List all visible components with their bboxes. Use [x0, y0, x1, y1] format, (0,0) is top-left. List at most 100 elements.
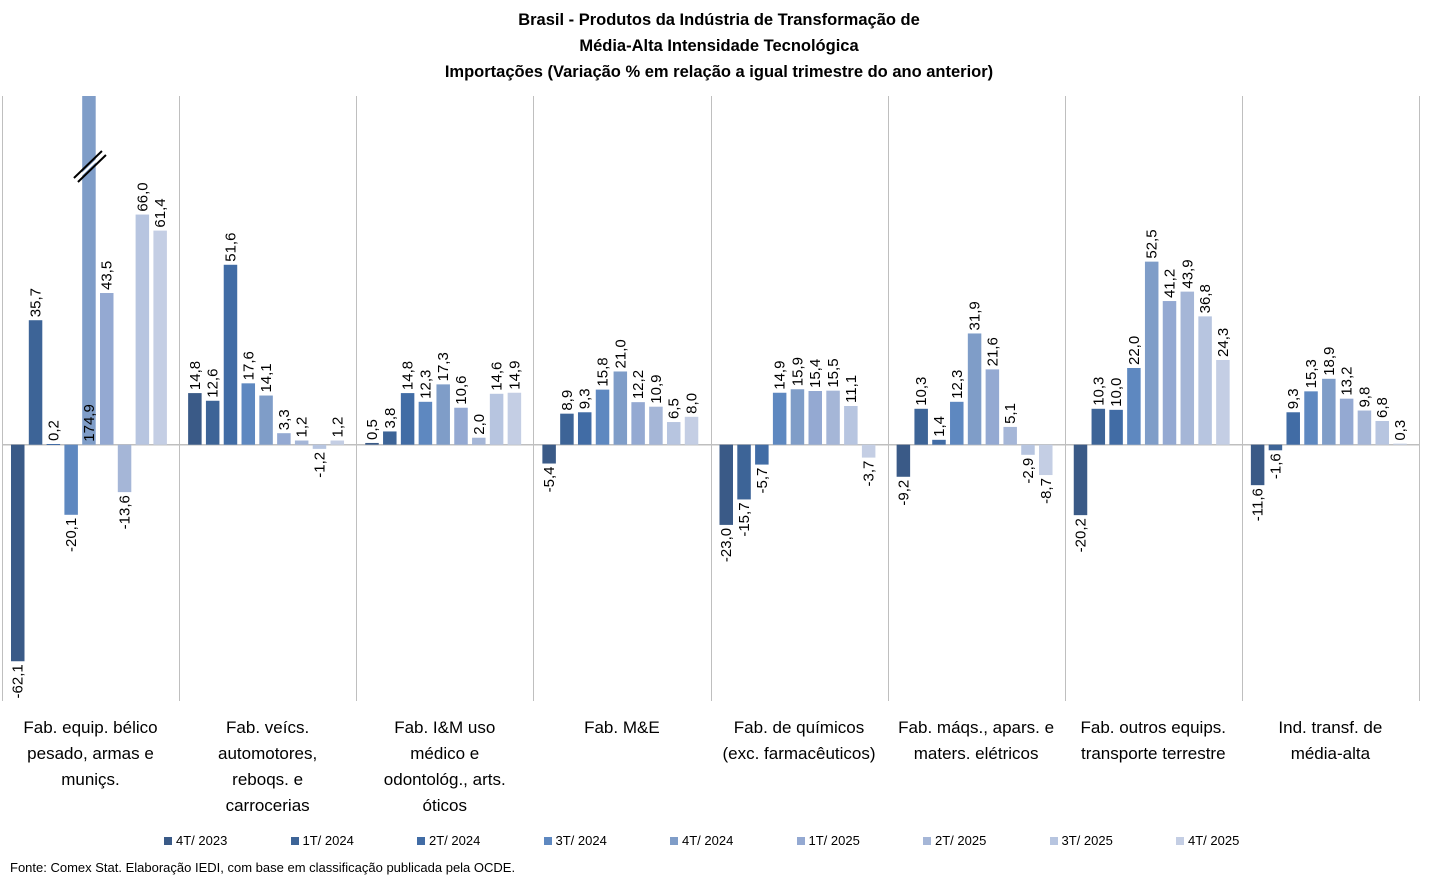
data-label: -20,2	[1073, 518, 1090, 552]
bar	[560, 413, 574, 445]
data-label: 17,6	[240, 351, 257, 380]
data-label: 9,8	[1356, 387, 1373, 408]
axis-break-gap	[75, 152, 105, 181]
legend-swatch	[670, 836, 678, 845]
bar	[507, 392, 522, 445]
data-label: -9,2	[895, 480, 912, 506]
bar	[649, 406, 663, 445]
bar	[1357, 410, 1372, 445]
legend-label: 1T/ 2025	[808, 833, 860, 848]
legend-item: 4T/ 2023	[164, 833, 227, 848]
data-label: 9,3	[577, 388, 594, 409]
category-label-line: Fab. M&E	[584, 718, 660, 737]
data-label: 18,9	[1321, 347, 1338, 376]
legend-item: 2T/ 2025	[923, 833, 986, 848]
data-label: 14,9	[506, 361, 523, 390]
axis-break-mark	[73, 150, 103, 179]
legend-label: 4T/ 2025	[1188, 833, 1240, 848]
legend-swatch	[290, 836, 299, 845]
bar	[666, 422, 681, 445]
data-label: 36,8	[1197, 284, 1214, 313]
legend-swatch	[164, 836, 172, 845]
legend-label: 3T/ 2025	[1061, 833, 1113, 848]
bar	[772, 392, 787, 445]
data-label: 11,1	[843, 375, 860, 403]
category-label: Fab. veícs. automotores, reboqs. e carrocer…	[179, 715, 356, 819]
legend-swatch	[923, 836, 931, 845]
data-label: 15,4	[807, 359, 824, 388]
bar	[472, 437, 486, 445]
bar	[577, 412, 592, 445]
axis-break-mark	[77, 154, 107, 183]
category-label-line: automotores,	[218, 744, 318, 763]
data-label: -5,4	[541, 467, 558, 493]
category-label-line: médico e	[410, 744, 480, 763]
bar	[277, 433, 291, 445]
category-label-line: média-alta	[1290, 744, 1371, 763]
data-label: 13,2	[1339, 366, 1356, 395]
data-label: -20,1	[63, 518, 80, 552]
category-label: Ind. transf. de média-alta	[1242, 715, 1419, 767]
bar	[1003, 426, 1017, 445]
data-label: -11,6	[1250, 488, 1267, 521]
data-label: 0,3	[1392, 420, 1409, 441]
bar	[631, 402, 645, 445]
data-label: 43,9	[1179, 259, 1196, 288]
data-label: 5,1	[1002, 403, 1019, 424]
bar	[950, 401, 964, 445]
legend-label: 4T/ 2023	[176, 833, 228, 848]
bar	[1250, 444, 1265, 486]
legend-label: 1T/ 2024	[302, 833, 354, 848]
bar	[1162, 301, 1177, 445]
bar	[294, 440, 309, 445]
category-label-line: Fab. equip. bélico	[23, 718, 158, 737]
legend-swatch	[1176, 836, 1184, 845]
data-label: 0,5	[364, 419, 381, 440]
data-label: 52,5	[1144, 229, 1161, 258]
legend-swatch	[1049, 836, 1058, 845]
bar	[11, 444, 25, 662]
chart-title-line-1: Brasil - Produtos da Indústria de Transf…	[518, 11, 920, 29]
bar	[967, 333, 982, 445]
data-label: 31,9	[967, 301, 984, 330]
data-label: 1,2	[329, 417, 346, 438]
legend-item: 1T/ 2024	[290, 833, 354, 848]
data-label: 0,2	[45, 420, 62, 441]
data-label: 3,3	[276, 409, 293, 430]
source-note: Fonte: Comex Stat. Elaboração IEDI, com …	[10, 860, 516, 875]
data-label: 10,9	[648, 374, 665, 403]
category-label-line: muniçs.	[61, 770, 120, 789]
category-label-line: óticos	[422, 796, 467, 815]
data-label: -8,7	[1038, 478, 1055, 504]
bar	[613, 371, 628, 445]
data-label: 9,3	[1285, 388, 1302, 409]
data-label: 41,2	[1162, 269, 1179, 298]
data-label: 35,7	[28, 288, 45, 317]
data-label: -1,6	[1267, 453, 1284, 479]
data-label: 12,3	[417, 370, 434, 399]
bar	[28, 320, 43, 445]
data-label: 15,3	[1303, 359, 1320, 388]
bar	[400, 393, 415, 445]
data-label: 12,3	[949, 370, 966, 399]
bar	[205, 400, 220, 445]
bar	[1144, 261, 1159, 445]
data-label: 22,0	[1126, 336, 1143, 365]
data-label: 10,3	[1090, 377, 1107, 406]
data-label: 3,8	[382, 408, 399, 429]
bar	[1393, 443, 1407, 445]
legend-swatch	[543, 836, 552, 845]
data-label: -13,6	[117, 495, 134, 529]
bar	[153, 230, 167, 445]
bar	[755, 444, 769, 465]
category-label: Fab. equip. bélico pesado, armas e muniçs.	[2, 715, 179, 793]
bar	[418, 401, 433, 445]
bar	[241, 383, 256, 445]
bar	[1021, 444, 1035, 455]
data-label: 15,8	[595, 357, 612, 386]
chart-title-line-2: Média-Alta Intensidade Tecnológica	[579, 37, 859, 55]
data-label: -62,1	[10, 664, 27, 698]
bar	[1198, 316, 1212, 445]
data-label: 174,9	[81, 404, 98, 442]
category-label: Fab. I&M uso médico e odontológ., arts. óti…	[356, 715, 533, 819]
